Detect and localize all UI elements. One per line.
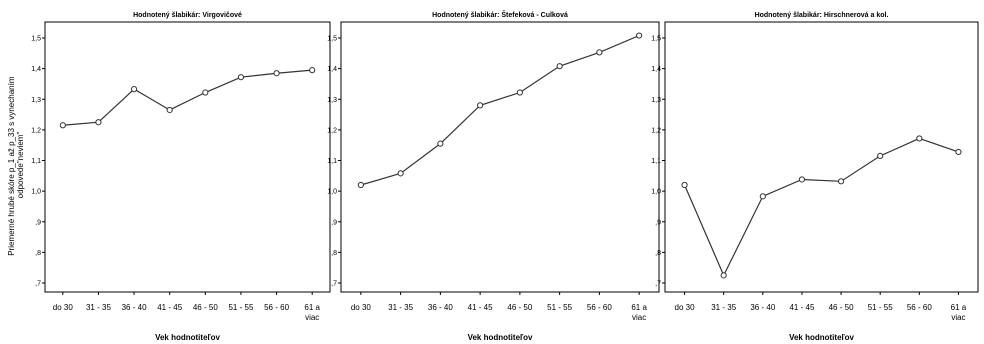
plot-frame xyxy=(340,21,660,293)
y-tick-label: 1,1 xyxy=(651,158,661,165)
chart-panel-3: Hodnotený šlabikár: Hirschnerová a kol.,… xyxy=(651,12,979,342)
x-tick-label: viac xyxy=(951,313,965,322)
y-tick-label: 1,3 xyxy=(651,97,661,104)
y-axis-label-line-2: odpovede"neviem" xyxy=(16,132,25,199)
series-line xyxy=(62,69,313,126)
plot-frame xyxy=(44,21,331,293)
y-tick-label: ,8 xyxy=(655,250,661,257)
x-tick-label: 46 - 50 xyxy=(829,303,854,312)
data-point xyxy=(477,102,484,109)
y-tick-label: ,9 xyxy=(35,219,41,226)
x-tick-label: 46 - 50 xyxy=(193,303,218,312)
x-tick-label: 61 a xyxy=(631,303,647,312)
data-point xyxy=(130,86,138,93)
x-tick-label: viac xyxy=(632,313,646,322)
x-axis-label: Vek hodnotiteľov xyxy=(789,333,854,342)
y-tick-label: ,7 xyxy=(35,281,41,288)
y-tick-label: 1,2 xyxy=(327,127,337,134)
y-tick-label: ,8 xyxy=(35,250,41,257)
chart-panel-2: Hodnotený šlabikár: Štefeková - Culková,… xyxy=(327,10,660,342)
x-tick-label: 51 - 55 xyxy=(228,303,253,312)
data-point xyxy=(837,178,845,185)
data-point xyxy=(237,74,245,81)
y-tick-label: 1,3 xyxy=(31,97,41,104)
data-point xyxy=(202,89,209,96)
plot-frame xyxy=(664,21,979,293)
data-point xyxy=(397,170,404,177)
x-tick-label: 56 - 60 xyxy=(907,303,932,312)
x-tick-label: 56 - 60 xyxy=(587,303,612,312)
data-point xyxy=(437,140,444,147)
y-tick-label: 1,4 xyxy=(327,66,337,73)
y-tick-label: 1,0 xyxy=(31,189,41,196)
x-tick-label: viac xyxy=(305,313,319,322)
x-tick-label: do 30 xyxy=(351,303,372,312)
chart-title: Hodnotený šlabikár: Hirschnerová a kol. xyxy=(755,12,889,19)
data-point xyxy=(556,63,563,70)
y-tick-label: 1,2 xyxy=(651,127,661,134)
data-point xyxy=(636,32,643,39)
data-point xyxy=(955,148,962,156)
data-point xyxy=(309,67,316,74)
y-tick-label: 1,5 xyxy=(327,36,337,43)
data-point xyxy=(681,181,688,189)
chart-title: Hodnotený šlabikár: Štefeková - Culková xyxy=(432,10,568,19)
y-tick-label: 1,3 xyxy=(327,97,337,104)
data-point xyxy=(357,181,364,189)
x-tick-label: 31 - 35 xyxy=(388,303,413,312)
x-tick-label: 51 - 55 xyxy=(547,303,572,312)
chart-title: Hodnotený šlabikár: Virgovičové xyxy=(133,12,242,19)
x-tick-label: 31 - 35 xyxy=(711,303,736,312)
y-tick-label: 1,1 xyxy=(327,158,337,165)
y-tick-label: 1,4 xyxy=(31,66,41,73)
x-tick-label: 31 - 35 xyxy=(86,303,111,312)
chart-panel-1: Hodnotený šlabikár: Virgovičové ,7 ,8 ,9 1,0… xyxy=(31,12,331,342)
y-tick-label: 1,1 xyxy=(31,158,41,165)
x-tick-label: 41 - 45 xyxy=(157,303,182,312)
x-tick-label: 41 - 45 xyxy=(468,303,493,312)
x-tick-label: 36 - 40 xyxy=(122,303,147,312)
data-point xyxy=(877,152,884,160)
y-tick-label: ,8 xyxy=(331,250,337,257)
x-tick-label: 36 - 40 xyxy=(750,303,775,312)
chart-panels: Hodnotený šlabikár: Virgovičové ,7 ,8 ,9 1,0… xyxy=(31,10,979,342)
data-point xyxy=(59,122,66,129)
y-axis-label-line-1: Priemerné hrubé skóre p_1 až p_33 s vyne… xyxy=(7,76,16,256)
y-tick-label: 1,5 xyxy=(651,36,661,43)
data-point xyxy=(273,70,280,77)
data-point xyxy=(759,193,766,200)
x-tick-label: 61 a xyxy=(304,303,320,312)
y-tick-label: ,7 xyxy=(655,281,661,288)
x-tick-label: do 30 xyxy=(675,303,696,312)
x-tick-label: 51 - 55 xyxy=(868,303,893,312)
x-axis-label: Vek hodnotiteľov xyxy=(468,333,533,342)
y-tick-label: ,7 xyxy=(331,281,337,288)
data-point xyxy=(916,135,923,142)
x-tick-label: 56 - 60 xyxy=(264,303,289,312)
y-tick-label: 1,0 xyxy=(327,189,337,196)
y-axis-label: Priemerné hrubé skóre p_1 až p_33 s vyne… xyxy=(7,74,25,255)
x-axis-label: Vek hodnotiteľov xyxy=(155,333,220,342)
y-tick-label: 1,0 xyxy=(651,189,661,196)
x-tick-label: 41 - 45 xyxy=(789,303,814,312)
x-tick-label: 61 a xyxy=(951,303,967,312)
data-point xyxy=(798,176,806,183)
y-tick-label: 1,4 xyxy=(651,66,661,73)
y-tick-label: 1,5 xyxy=(31,36,41,43)
y-tick-label: ,9 xyxy=(331,219,337,226)
series-line xyxy=(360,34,640,186)
data-point xyxy=(596,49,603,56)
x-tick-label: do 30 xyxy=(53,303,74,312)
data-point xyxy=(516,89,523,96)
y-tick-label: 1,2 xyxy=(31,127,41,134)
data-point xyxy=(720,272,727,279)
data-point xyxy=(166,106,173,114)
series-line xyxy=(684,137,959,277)
y-tick-label: ,9 xyxy=(655,219,661,226)
data-point xyxy=(95,119,102,126)
x-tick-label: 36 - 40 xyxy=(428,303,453,312)
x-tick-label: 46 - 50 xyxy=(507,303,532,312)
